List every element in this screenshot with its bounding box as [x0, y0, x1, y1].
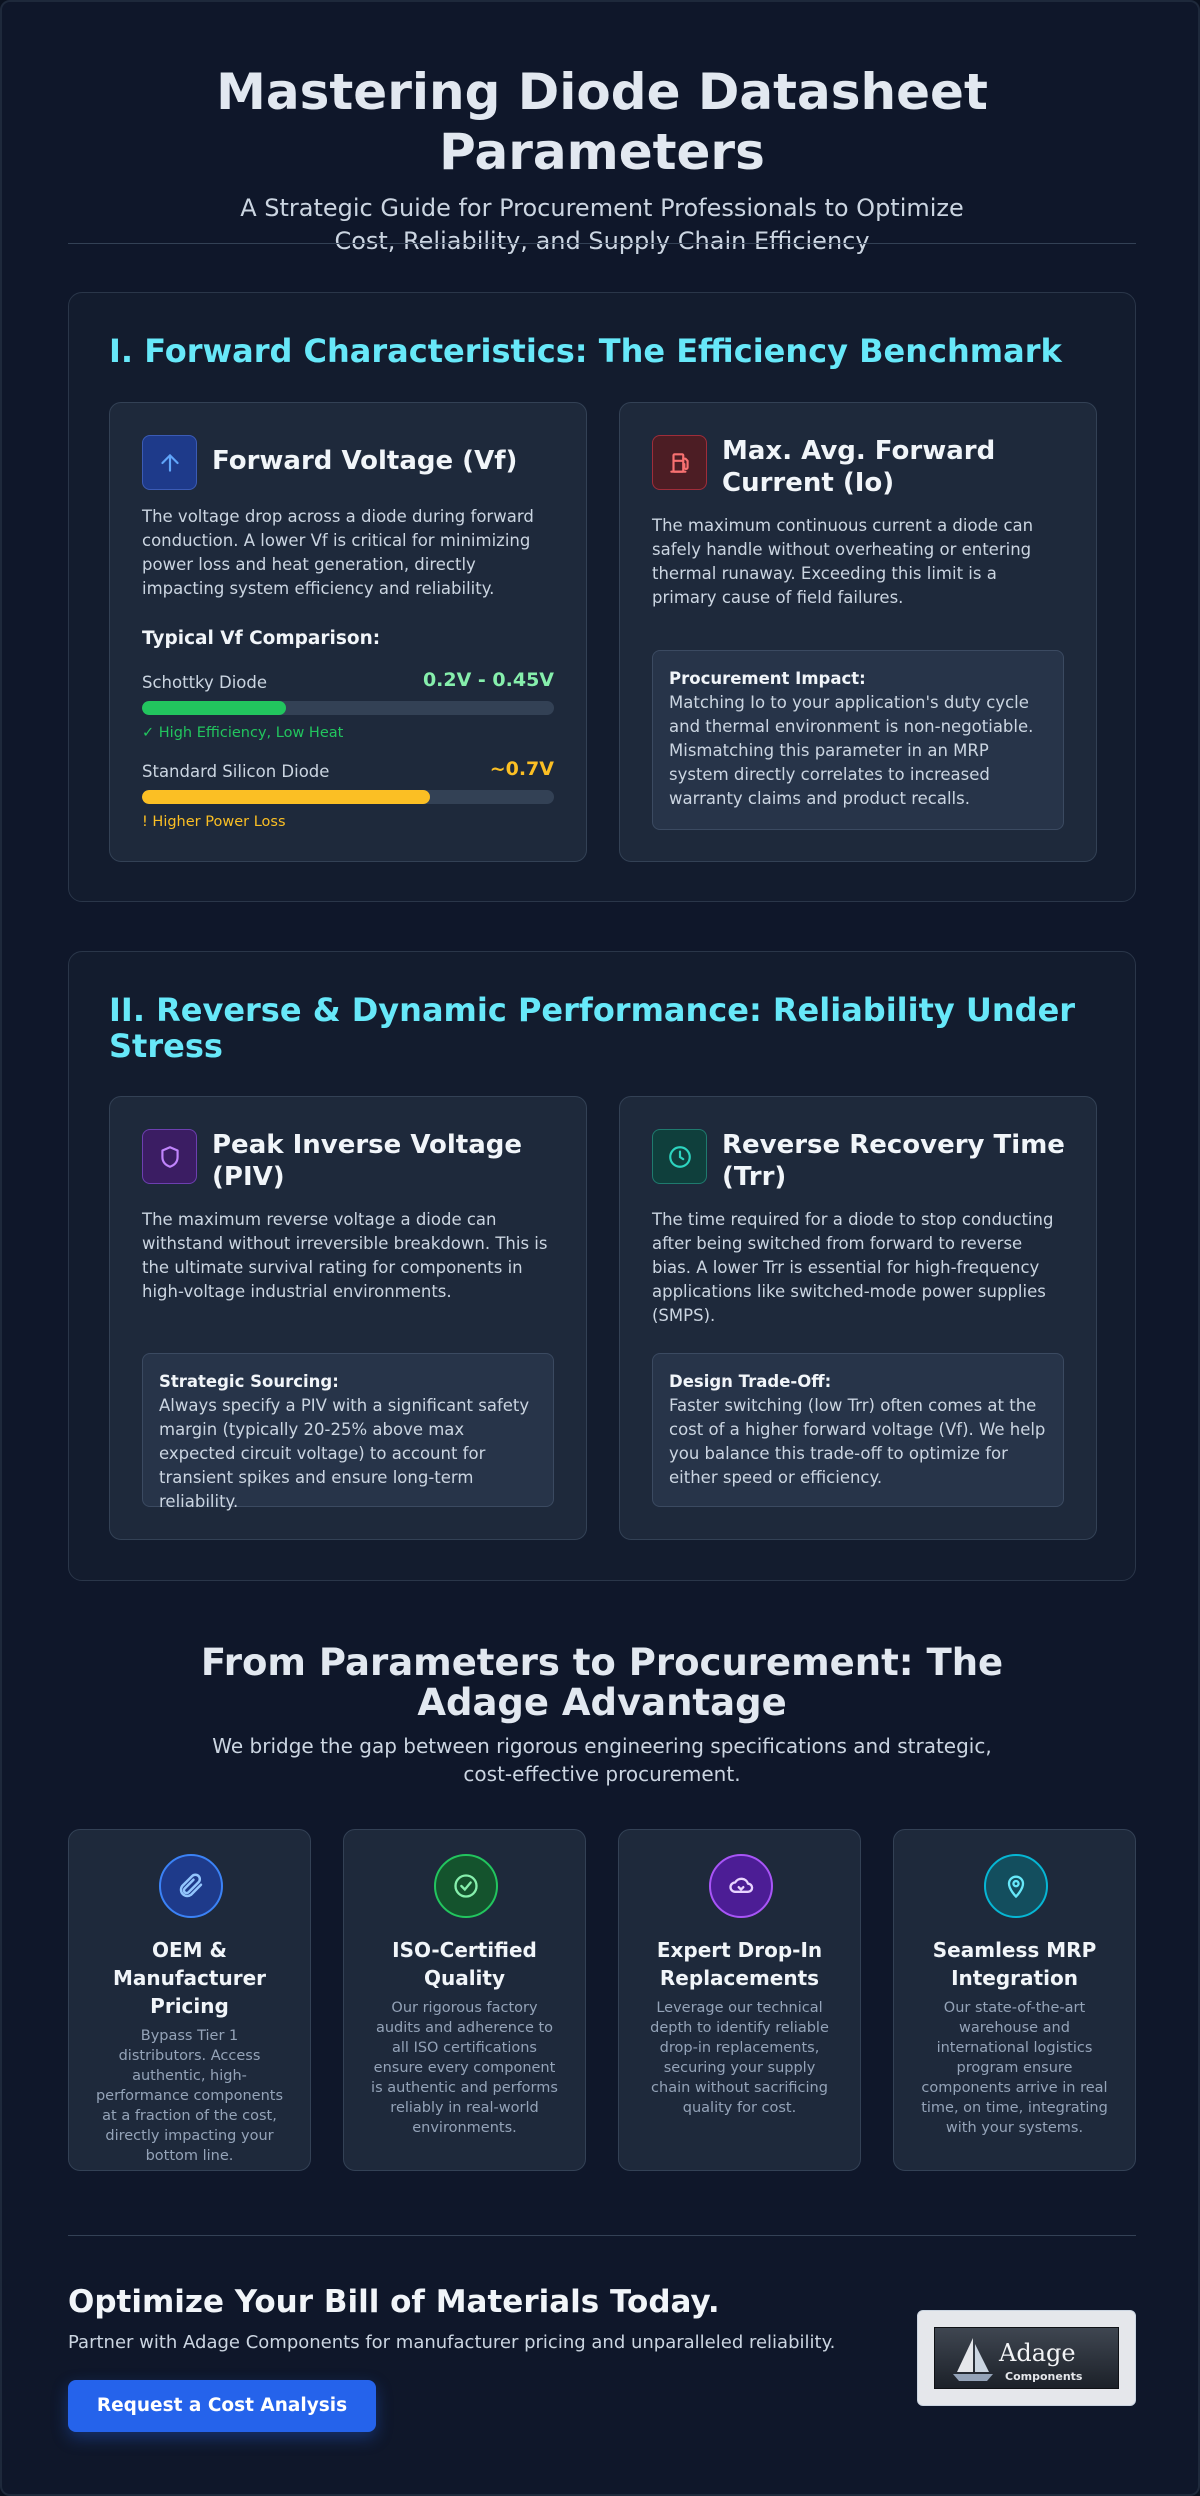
vf-bar-track: [142, 790, 554, 804]
vf-row-label: Standard Silicon Diode: [142, 762, 330, 781]
logo-image: Adage Components: [934, 2327, 1119, 2389]
vf-comparison-heading: Typical Vf Comparison:: [142, 628, 381, 649]
procurement-impact-callout: Procurement Impact: Matching Io to your …: [652, 650, 1064, 830]
vf-bar-fill: [142, 701, 287, 715]
sailboat-icon: [953, 2338, 993, 2381]
arrow-up-icon: [142, 435, 197, 490]
card-description: The voltage drop across a diode during f…: [142, 507, 534, 598]
callout-text: Matching Io to your application's duty c…: [669, 693, 1034, 808]
cta-subtitle: Partner with Adage Components for manufa…: [68, 2332, 836, 2353]
logo-wordmark: Adage: [999, 2339, 1076, 2367]
divider: [68, 2235, 1136, 2236]
section-title: II. Reverse & Dynamic Performance: Relia…: [109, 991, 1076, 1065]
callout-text: Always specify a PIV with a significant …: [159, 1396, 530, 1511]
callout-label: Strategic Sourcing:: [159, 1372, 339, 1391]
vf-row-silicon: Standard Silicon Diode ~0.7V ! Higher Po…: [142, 758, 554, 830]
feature-card-mrp-integration: Seamless MRP Integration Our state-of-th…: [893, 1829, 1136, 2171]
vf-row-schottky: Schottky Diode 0.2V - 0.45V ✓ High Effic…: [142, 669, 554, 741]
request-cost-analysis-button[interactable]: Request a Cost Analysis: [68, 2380, 376, 2432]
card-title: Reverse Recovery Time (Trr): [722, 1130, 1065, 1192]
callout-label: Procurement Impact:: [669, 669, 866, 688]
swap-icon: [709, 1854, 773, 1918]
feature-title: OEM & Manufacturer Pricing: [112, 1938, 267, 2018]
feature-title: ISO-Certified Quality: [392, 1938, 537, 1990]
vf-bar-track: [142, 701, 554, 715]
vf-row-note: ! Higher Power Loss: [142, 814, 286, 830]
card-description: The time required for a diode to stop co…: [652, 1210, 1054, 1325]
feature-text: Leverage our technical depth to identify…: [650, 2000, 829, 2116]
paperclip-icon: [159, 1854, 223, 1918]
vf-row-value: 0.2V - 0.45V: [422, 669, 554, 691]
section-title: I. Forward Characteristics: The Efficien…: [109, 332, 1062, 370]
vf-row-label: Schottky Diode: [142, 673, 268, 692]
card-title: Max. Avg. Forward Current (Io): [722, 436, 996, 498]
adage-components-logo[interactable]: Adage Components: [917, 2310, 1136, 2406]
card-description: The maximum reverse voltage a diode can …: [142, 1210, 548, 1301]
check-circle-icon: [434, 1854, 498, 1918]
page-title: Mastering Diode Datasheet Parameters: [216, 63, 988, 181]
design-tradeoff-callout: Design Trade-Off: Faster switching (low …: [652, 1353, 1064, 1507]
fuel-pump-icon: [652, 435, 707, 490]
callout-label: Design Trade-Off:: [669, 1372, 832, 1391]
feature-title: Expert Drop-In Replacements: [656, 1938, 823, 1990]
feature-text: Our rigorous factory audits and adherenc…: [371, 2000, 558, 2136]
card-reverse-recovery-time: Reverse Recovery Time (Trr) The time req…: [619, 1096, 1097, 1540]
vf-row-value: ~0.7V: [489, 758, 554, 780]
feature-text: Bypass Tier 1 distributors. Access authe…: [95, 2028, 284, 2164]
card-title: Peak Inverse Voltage (PIV): [212, 1130, 523, 1192]
divider: [68, 243, 1136, 244]
page-header: Mastering Diode Datasheet Parameters A S…: [68, 62, 1136, 258]
feature-card-drop-in-replacements: Expert Drop-In Replacements Leverage our…: [618, 1829, 861, 2171]
feature-title: Seamless MRP Integration: [932, 1938, 1097, 1990]
feature-card-iso-quality: ISO-Certified Quality Our rigorous facto…: [343, 1829, 586, 2171]
shield-icon: [142, 1129, 197, 1184]
advantage-subtitle: We bridge the gap between rigorous engin…: [212, 1734, 992, 1786]
section-forward-characteristics: I. Forward Characteristics: The Efficien…: [68, 292, 1136, 902]
card-forward-voltage: Forward Voltage (Vf) The voltage drop ac…: [109, 402, 587, 862]
page-subtitle: A Strategic Guide for Procurement Profes…: [240, 194, 964, 255]
advantage-title: From Parameters to Procurement: The Adag…: [200, 1641, 1004, 1724]
card-forward-current: Max. Avg. Forward Current (Io) The maxim…: [619, 402, 1097, 862]
clock-icon: [652, 1129, 707, 1184]
map-pin-icon: [984, 1854, 1048, 1918]
callout-text: Faster switching (low Trr) often comes a…: [669, 1396, 1046, 1487]
card-peak-inverse-voltage: Peak Inverse Voltage (PIV) The maximum r…: [109, 1096, 587, 1540]
card-title: Forward Voltage (Vf): [212, 446, 518, 476]
strategic-sourcing-callout: Strategic Sourcing: Always specify a PIV…: [142, 1353, 554, 1511]
feature-card-oem-pricing: OEM & Manufacturer Pricing Bypass Tier 1…: [68, 1829, 311, 2171]
cta-title: Optimize Your Bill of Materials Today.: [68, 2284, 720, 2320]
vf-row-note: ✓ High Efficiency, Low Heat: [142, 725, 344, 741]
section-reverse-performance: II. Reverse & Dynamic Performance: Relia…: [68, 951, 1136, 1581]
vf-bar-fill: [142, 790, 431, 804]
logo-subtext: Components: [1005, 2370, 1083, 2383]
feature-text: Our state-of-the-art warehouse and inter…: [921, 2000, 1108, 2136]
card-description: The maximum continuous current a diode c…: [652, 516, 1034, 607]
